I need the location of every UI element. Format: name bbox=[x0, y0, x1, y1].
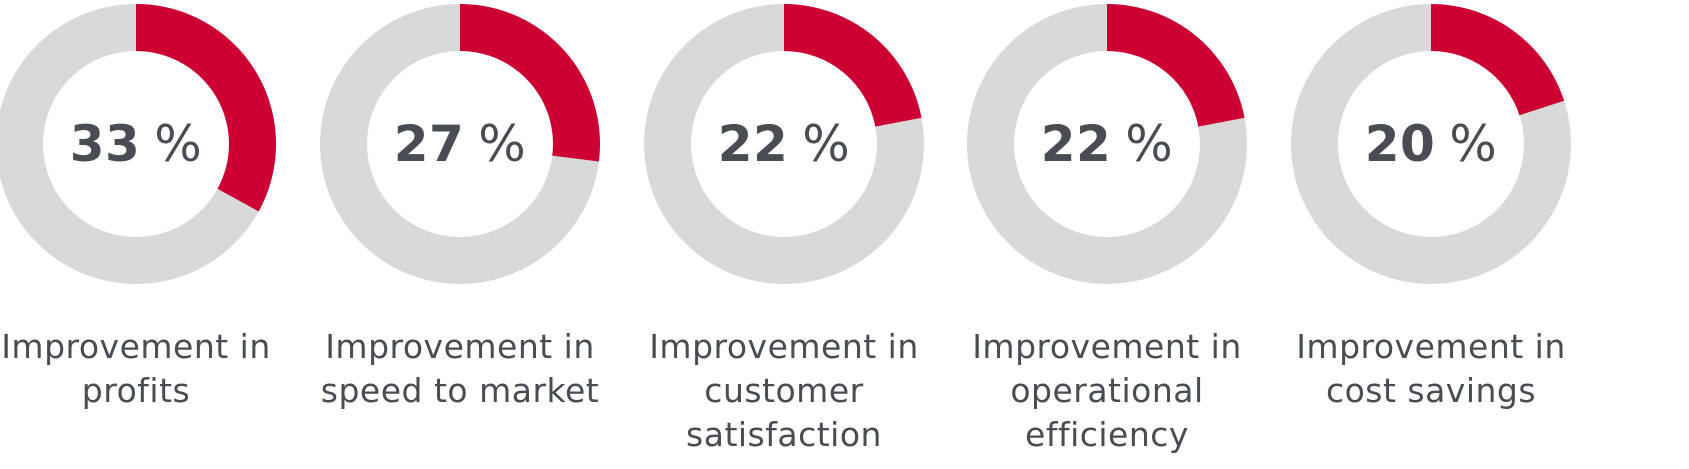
donut-svg-speed-to-market bbox=[320, 4, 600, 284]
value-unit: % bbox=[802, 115, 851, 173]
value-label-profits: 33 % bbox=[0, 4, 276, 284]
donut-chart-customer-satisfaction bbox=[644, 4, 924, 284]
caption-line: Improvement in bbox=[1, 327, 271, 366]
caption-line: operational bbox=[1010, 371, 1204, 410]
value-number: 22 bbox=[1040, 115, 1112, 173]
donut-value-segment bbox=[460, 4, 600, 162]
caption-line: customer bbox=[704, 371, 864, 410]
chart-item-customer-satisfaction: 22 % Improvement in customer satisfactio… bbox=[609, 0, 959, 469]
caption-speed-to-market: Improvement in speed to market bbox=[285, 325, 635, 413]
caption-line: Improvement in bbox=[325, 327, 595, 366]
value-number: 33 bbox=[69, 115, 141, 173]
chart-item-profits: 33 % Improvement in profits bbox=[0, 0, 311, 469]
donut-svg-cost-savings bbox=[1291, 4, 1571, 284]
value-unit: % bbox=[154, 115, 203, 173]
caption-line: Improvement in bbox=[1296, 327, 1566, 366]
donut-svg-customer-satisfaction bbox=[644, 4, 924, 284]
value-unit: % bbox=[1125, 115, 1174, 173]
chart-item-operational-efficiency: 22 % Improvement in operational efficien… bbox=[932, 0, 1282, 469]
value-label-cost-savings: 20 % bbox=[1291, 4, 1571, 284]
chart-item-cost-savings: 20 % Improvement in cost savings bbox=[1256, 0, 1606, 469]
caption-line: profits bbox=[81, 371, 191, 410]
chart-item-speed-to-market: 27 % Improvement in speed to market bbox=[285, 0, 635, 469]
donut-value-segment bbox=[1107, 4, 1245, 127]
value-label-operational-efficiency: 22 % bbox=[967, 4, 1247, 284]
donut-svg-profits bbox=[0, 4, 276, 284]
caption-cost-savings: Improvement in cost savings bbox=[1256, 325, 1606, 413]
donut-value-segment bbox=[136, 4, 276, 212]
donut-svg-operational-efficiency bbox=[967, 4, 1247, 284]
caption-line: efficiency bbox=[1025, 415, 1189, 454]
value-number: 22 bbox=[717, 115, 789, 173]
value-label-customer-satisfaction: 22 % bbox=[644, 4, 924, 284]
donut-value-segment bbox=[1431, 4, 1565, 116]
caption-line: Improvement in bbox=[649, 327, 919, 366]
caption-operational-efficiency: Improvement in operational efficiency bbox=[932, 325, 1282, 457]
donut-chart-operational-efficiency bbox=[967, 4, 1247, 284]
caption-line: cost savings bbox=[1325, 371, 1537, 410]
caption-line: Improvement in bbox=[972, 327, 1242, 366]
donut-chart-cost-savings bbox=[1291, 4, 1571, 284]
caption-customer-satisfaction: Improvement in customer satisfaction bbox=[609, 325, 959, 457]
caption-line: speed to market bbox=[320, 371, 600, 410]
donut-chart-speed-to-market bbox=[320, 4, 600, 284]
value-unit: % bbox=[478, 115, 527, 173]
donut-chart-profits bbox=[0, 4, 276, 284]
donut-value-segment bbox=[784, 4, 922, 127]
value-unit: % bbox=[1449, 115, 1498, 173]
value-number: 27 bbox=[393, 115, 465, 173]
value-number: 20 bbox=[1364, 115, 1436, 173]
value-label-speed-to-market: 27 % bbox=[320, 4, 600, 284]
caption-line: satisfaction bbox=[686, 415, 882, 454]
caption-profits: Improvement in profits bbox=[0, 325, 311, 413]
